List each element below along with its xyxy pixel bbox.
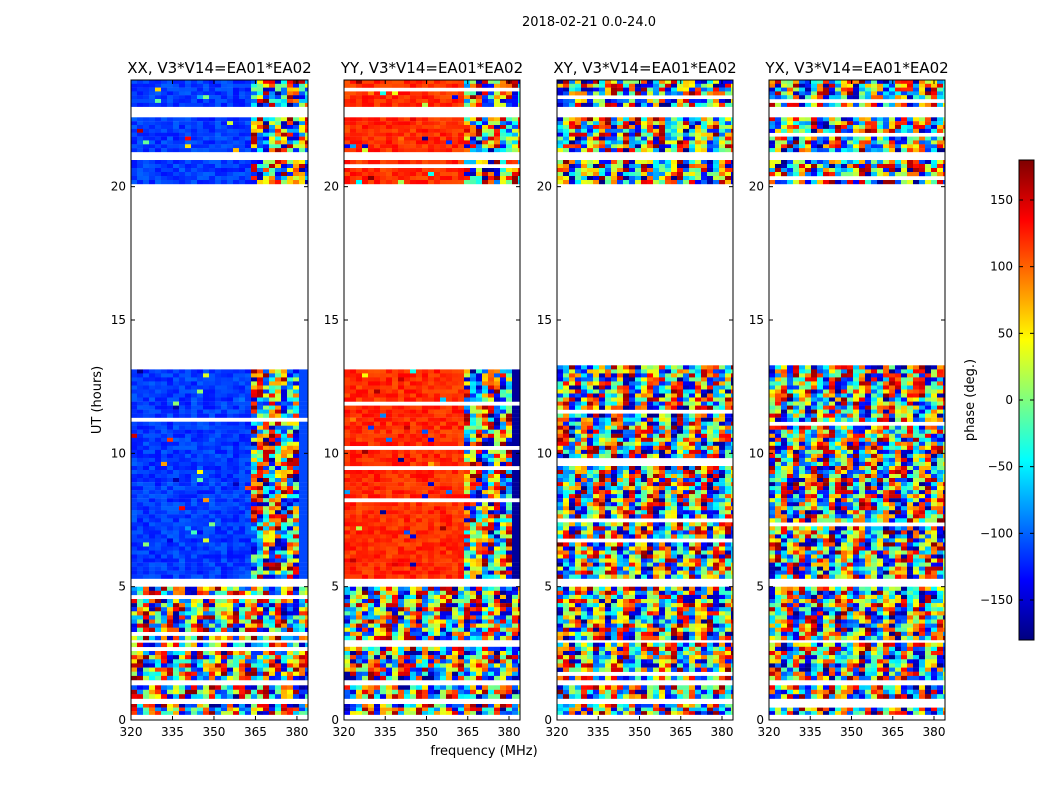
colorbar-tick-label: 150 [990,193,1013,207]
panel-xy: XY, V3*V14=EA01*EA02 0 5 10 15 20 320 335 350 365… [537,59,737,739]
y-tick-label: 20 [537,180,552,194]
y-tick-label: 0 [756,713,764,727]
x-tick-label: 350 [840,725,863,739]
x-tick-label: 350 [415,725,438,739]
x-tick-label: 350 [203,725,226,739]
y-tick-label: 20 [324,180,339,194]
panel-yx: YX, V3*V14=EA01*EA02 0 5 10 15 20 320 335 350 365… [749,59,949,739]
colorbar-tick-label: −100 [980,526,1013,540]
x-axis-label: frequency (MHz) [430,744,537,759]
x-tick-label: 380 [498,725,521,739]
x-tick-label: 365 [881,725,904,739]
phase-image [131,80,308,715]
colorbar-tick-label: 100 [990,260,1013,274]
panel-frame [130,79,309,721]
panel-title: XX, V3*V14=EA01*EA02 [127,59,311,77]
x-tick-label: 320 [120,725,143,739]
panel-frame [768,79,946,721]
y-tick-label: 0 [118,713,126,727]
y-tick-label: 5 [118,580,126,594]
y-tick-label: 15 [111,313,126,327]
x-tick-label: 380 [923,725,946,739]
x-tick-label: 320 [546,725,569,739]
colorbar-label: phase (deg.) [963,359,978,441]
x-tick-label: 335 [799,725,822,739]
phase-image [557,80,733,715]
colorbar-tick-label: 0 [1005,393,1013,407]
x-tick-label: 380 [711,725,734,739]
panels: XX, V3*V14=EA01*EA02 0 5 10 15 20 320 335 350 365… [111,59,949,739]
y-tick-label: 20 [749,180,764,194]
x-tick-label: 335 [161,725,184,739]
panel-frame [556,79,734,721]
y-tick-label: 20 [111,180,126,194]
x-tick-label: 365 [456,725,479,739]
x-tick-label: 380 [285,725,308,739]
y-tick-label: 10 [111,446,126,460]
panel-frame [343,79,521,721]
colorbar-tick-label: −150 [980,593,1013,607]
colorbar-tick-label: 50 [998,326,1013,340]
y-tick-label: 0 [544,713,552,727]
x-tick-label: 335 [374,725,397,739]
colorbar-tick-label: −50 [988,460,1013,474]
y-axis-label: UT (hours) [90,366,105,434]
y-tick-label: 15 [749,313,764,327]
x-tick-label: 350 [628,725,651,739]
phase-image [769,80,945,715]
x-tick-label: 335 [587,725,610,739]
figure-title: 2018-02-21 0.0-24.0 [522,15,656,30]
y-tick-label: 15 [537,313,552,327]
panel-title: XY, V3*V14=EA01*EA02 [553,59,736,77]
x-tick-label: 365 [244,725,267,739]
y-tick-label: 10 [537,446,552,460]
panel-title: YX, V3*V14=EA01*EA02 [764,59,948,77]
y-tick-label: 0 [331,713,339,727]
panel-xx: XX, V3*V14=EA01*EA02 0 5 10 15 20 320 335 350 365… [111,59,312,739]
y-tick-label: 10 [749,446,764,460]
panel-title: YY, V3*V14=EA01*EA02 [340,59,523,77]
y-tick-label: 5 [544,580,552,594]
y-tick-label: 15 [324,313,339,327]
panel-yy: YY, V3*V14=EA01*EA02 0 5 10 15 20 320 335 350 365… [324,59,523,739]
y-tick-label: 10 [324,446,339,460]
x-tick-label: 320 [758,725,781,739]
x-tick-label: 320 [333,725,356,739]
y-tick-label: 5 [756,580,764,594]
y-tick-label: 5 [331,580,339,594]
x-tick-label: 365 [669,725,692,739]
colorbar: −150 −100 −50 0 50 100 150 [980,159,1035,641]
phase-image [344,80,520,715]
